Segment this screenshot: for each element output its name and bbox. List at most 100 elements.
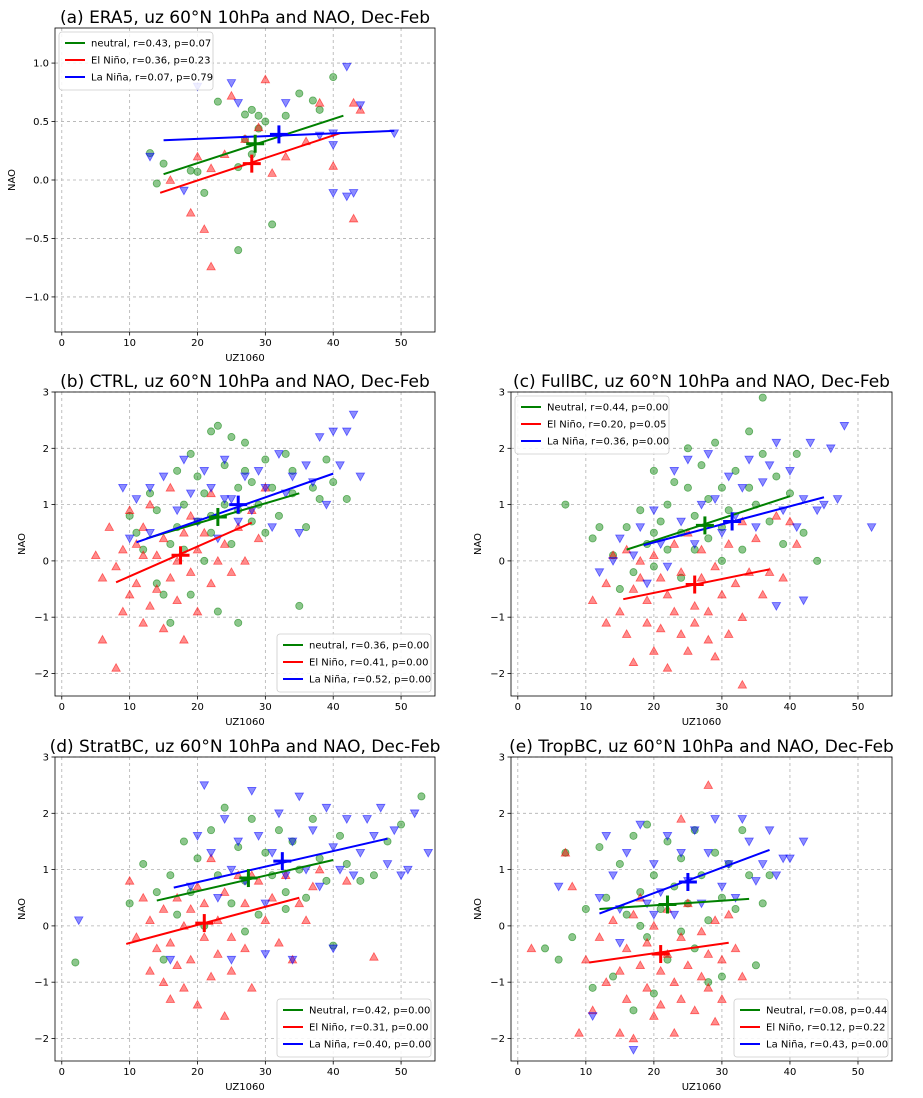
data-point bbox=[717, 954, 727, 964]
data-point bbox=[355, 472, 366, 482]
data-point bbox=[301, 461, 311, 471]
data-point bbox=[206, 261, 216, 271]
data-point bbox=[335, 831, 344, 840]
data-point bbox=[560, 847, 571, 857]
data-point bbox=[328, 160, 339, 170]
data-point bbox=[758, 449, 767, 458]
data-point bbox=[335, 461, 345, 471]
data-point bbox=[561, 500, 570, 509]
data-point bbox=[751, 533, 761, 543]
data-point bbox=[614, 1027, 625, 1037]
chart-title: (e) TropBC, uz 60°N 10hPa and NAO, Dec-F… bbox=[509, 737, 894, 757]
data-point bbox=[554, 955, 563, 964]
data-point bbox=[724, 506, 733, 515]
y-tick-label: 0 bbox=[499, 556, 505, 567]
data-point bbox=[710, 815, 720, 824]
data-point bbox=[594, 568, 605, 578]
data-point bbox=[587, 595, 598, 605]
data-point bbox=[757, 860, 768, 869]
data-point bbox=[628, 1033, 639, 1043]
data-point bbox=[409, 809, 420, 819]
data-point bbox=[172, 506, 183, 516]
data-point bbox=[192, 544, 203, 554]
data-point bbox=[185, 510, 196, 520]
data-point bbox=[253, 533, 264, 543]
data-point bbox=[758, 393, 767, 402]
data-point bbox=[287, 955, 298, 965]
data-point bbox=[785, 516, 795, 526]
data-point bbox=[764, 461, 775, 471]
data-point bbox=[683, 455, 693, 465]
data-point bbox=[200, 188, 209, 197]
data-point bbox=[669, 977, 680, 986]
data-point bbox=[621, 943, 632, 953]
x-tick-label: 0 bbox=[59, 1067, 65, 1078]
data-point bbox=[730, 893, 741, 903]
regression-line bbox=[626, 495, 791, 551]
data-point bbox=[227, 899, 236, 908]
data-point bbox=[179, 186, 189, 196]
data-point bbox=[145, 489, 154, 498]
data-point bbox=[226, 567, 237, 576]
data-point bbox=[643, 933, 652, 942]
data-point bbox=[125, 899, 134, 908]
data-point bbox=[267, 523, 278, 533]
data-point bbox=[737, 612, 748, 621]
data-point bbox=[246, 787, 257, 796]
data-point bbox=[757, 589, 768, 599]
data-point bbox=[328, 427, 339, 437]
data-point bbox=[689, 1005, 700, 1015]
data-point bbox=[97, 634, 108, 644]
data-point bbox=[628, 1045, 639, 1055]
data-point bbox=[642, 937, 652, 947]
data-point bbox=[186, 449, 195, 458]
y-tick-label: 3 bbox=[499, 388, 505, 399]
data-point bbox=[145, 600, 155, 610]
data-point bbox=[254, 910, 263, 919]
data-point bbox=[179, 500, 188, 509]
y-tick-label: −2 bbox=[34, 1034, 49, 1045]
data-point bbox=[608, 871, 618, 881]
legend-label: La Niña, r=0.07, p=0.79 bbox=[91, 73, 213, 84]
y-tick-label: −1 bbox=[34, 613, 49, 624]
x-tick-label: 30 bbox=[259, 1067, 272, 1078]
data-point bbox=[173, 910, 182, 919]
data-point bbox=[322, 876, 331, 885]
legend-label: El Niño, r=0.12, p=0.22 bbox=[766, 1023, 885, 1034]
chart-title: (d) StratBC, uz 60°N 10hPa and NAO, Dec-… bbox=[50, 737, 441, 757]
data-point bbox=[771, 602, 782, 611]
x-tick-label: 0 bbox=[59, 338, 65, 349]
data-point bbox=[179, 527, 189, 537]
data-point bbox=[185, 207, 196, 217]
data-point bbox=[314, 433, 325, 443]
data-point bbox=[649, 871, 658, 880]
regression-line bbox=[115, 521, 253, 584]
data-point bbox=[642, 595, 652, 605]
data-point bbox=[267, 892, 278, 902]
data-point bbox=[730, 943, 741, 953]
legend: Neutral, r=0.42, p=0.00 El Niño, r=0.31, … bbox=[276, 998, 432, 1058]
data-point bbox=[348, 213, 359, 223]
data-point bbox=[260, 950, 271, 960]
legend-box bbox=[276, 998, 432, 1058]
data-point bbox=[212, 555, 223, 565]
legend-label: Neutral, r=0.42, p=0.00 bbox=[309, 1006, 430, 1017]
data-point bbox=[302, 523, 311, 532]
data-point bbox=[751, 877, 761, 886]
data-point bbox=[321, 803, 332, 813]
data-point bbox=[356, 876, 365, 885]
legend: neutral, r=0.43, p=0.07 El Niño, r=0.36, … bbox=[58, 31, 214, 91]
y-tick-label: 1 bbox=[499, 865, 505, 876]
data-point bbox=[704, 916, 713, 925]
data-point bbox=[798, 596, 809, 606]
y-tick-label: −0.5 bbox=[25, 234, 49, 245]
data-point bbox=[199, 932, 210, 941]
data-point bbox=[791, 538, 802, 548]
data-point bbox=[138, 522, 149, 531]
data-point bbox=[138, 617, 149, 627]
legend: Neutral, r=0.44, p=0.00 El Niño, r=0.20, … bbox=[514, 395, 670, 455]
data-point bbox=[737, 679, 748, 689]
data-point bbox=[342, 494, 351, 503]
data-point bbox=[247, 814, 256, 823]
data-point bbox=[696, 500, 707, 510]
